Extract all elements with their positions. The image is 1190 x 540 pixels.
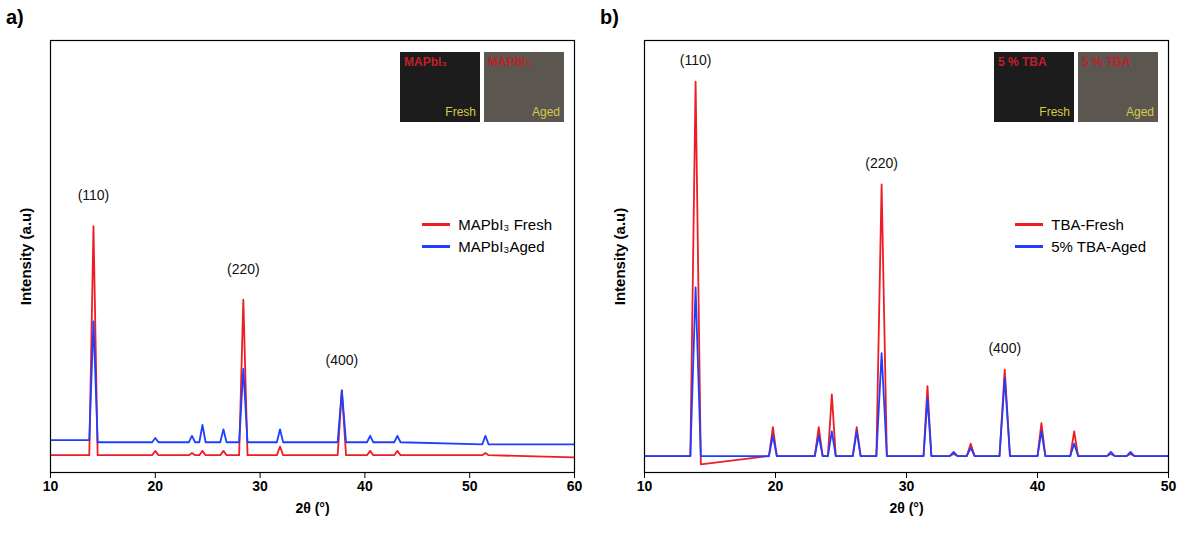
svg-text:30: 30 xyxy=(899,478,915,494)
svg-text:20: 20 xyxy=(768,478,784,494)
html-text:5% TBA-Aged: 5% TBA-Aged xyxy=(1051,238,1146,255)
svg-text:(400): (400) xyxy=(988,340,1021,356)
svg-text:2θ (°): 2θ (°) xyxy=(889,500,923,516)
svg-text:Intensity (a.u): Intensity (a.u) xyxy=(611,208,628,306)
svg-text:2θ (°): 2θ (°) xyxy=(295,500,329,516)
svg-text:10: 10 xyxy=(43,478,59,494)
html-text:5 % TBA: 5 % TBA xyxy=(998,55,1047,69)
html-text:TBA-Fresh: TBA-Fresh xyxy=(1051,216,1124,233)
svg-text:(110): (110) xyxy=(680,52,712,68)
svg-text:50: 50 xyxy=(1161,478,1177,494)
svg-text:Intensity (a.u): Intensity (a.u) xyxy=(17,208,34,306)
html-text:5 % TBA: 5 % TBA xyxy=(1082,55,1131,69)
svg-text:(220): (220) xyxy=(865,155,898,171)
svg-text:10: 10 xyxy=(637,478,653,494)
html-text:Aged: Aged xyxy=(1126,105,1154,119)
svg-text:20: 20 xyxy=(148,478,164,494)
svg-text:40: 40 xyxy=(357,478,373,494)
html-text:MAPbI₃ Fresh: MAPbI₃ Fresh xyxy=(458,216,552,233)
svg-text:(400): (400) xyxy=(326,352,359,368)
svg-text:(110): (110) xyxy=(78,187,110,203)
svg-text:40: 40 xyxy=(1030,478,1046,494)
svg-text:60: 60 xyxy=(567,478,583,494)
html-text:Fresh: Fresh xyxy=(445,105,476,119)
svg-text:30: 30 xyxy=(252,478,268,494)
html-text:MAPbI₃: MAPbI₃ xyxy=(488,55,531,69)
html-text:a): a) xyxy=(6,6,24,28)
svg-text:(220): (220) xyxy=(227,261,260,277)
svg-text:50: 50 xyxy=(462,478,478,494)
html-text:MAPbI₃Aged: MAPbI₃Aged xyxy=(458,238,545,255)
html-text:b): b) xyxy=(600,6,619,28)
html-text:Aged: Aged xyxy=(532,105,560,119)
html-text:Fresh: Fresh xyxy=(1039,105,1070,119)
html-text:MAPbI₃: MAPbI₃ xyxy=(404,55,447,69)
